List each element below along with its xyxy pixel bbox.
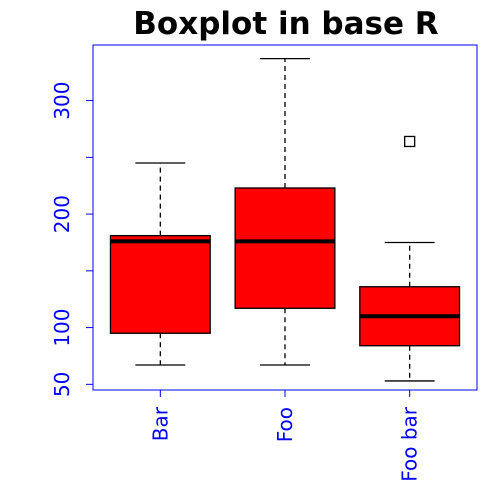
box-foo-bar [359, 135, 461, 382]
x-tick-label: Foo [273, 407, 297, 442]
boxes [109, 57, 461, 382]
outlier-point [404, 135, 416, 148]
x-tick-label: Foo bar [398, 406, 422, 480]
y-tick-label: 300 [50, 82, 74, 120]
x-axis: Bar Foo Foo bar [148, 389, 422, 480]
box-foo [234, 57, 336, 366]
iqr-box [109, 235, 211, 334]
y-tick-label: 100 [50, 308, 74, 346]
chart-title: Boxplot in base R [133, 6, 439, 42]
box-bar [109, 162, 211, 366]
x-tick-label: Bar [148, 406, 172, 441]
y-tick-label: 50 [50, 372, 74, 397]
y-tick-label: 200 [50, 195, 74, 233]
y-axis: 50 100 200 300 [50, 82, 93, 397]
iqr-box [234, 187, 336, 309]
